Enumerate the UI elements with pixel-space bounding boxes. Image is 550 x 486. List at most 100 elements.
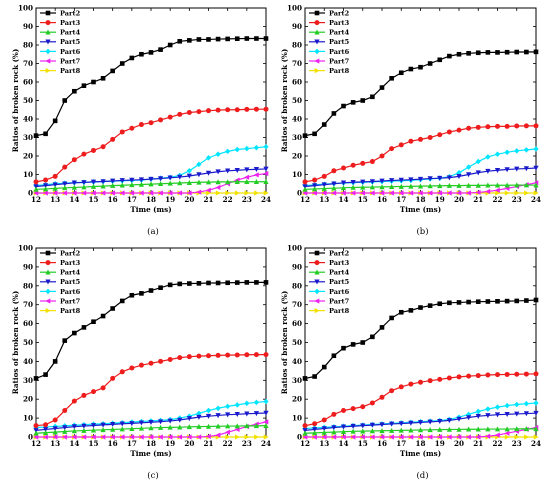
y-tick-label: 10 bbox=[292, 414, 302, 423]
x-tick-label: 13 bbox=[319, 439, 329, 448]
data-point bbox=[72, 88, 77, 94]
x-tick-label: 14 bbox=[338, 195, 348, 204]
y-tick-label: 30 bbox=[292, 376, 302, 385]
legend-marker bbox=[314, 260, 320, 266]
x-tick-label: 23 bbox=[242, 439, 252, 448]
legend-label: Part2 bbox=[60, 249, 80, 257]
data-point bbox=[71, 398, 77, 404]
data-point bbox=[360, 179, 366, 185]
chart-panel-2: 0 10 20 30 40 50 60 70 80 90 100 12 13 14 15 16 17 18 19 20… bbox=[280, 4, 541, 238]
data-point bbox=[494, 167, 501, 173]
data-point bbox=[177, 190, 183, 196]
data-point bbox=[71, 428, 77, 434]
x-tick-label: 24 bbox=[261, 439, 271, 448]
legend-label: Part4 bbox=[60, 29, 81, 37]
data-point bbox=[215, 413, 221, 419]
data-point bbox=[167, 180, 173, 186]
data-point bbox=[52, 359, 58, 364]
legend-label: Part3 bbox=[60, 259, 81, 267]
data-point bbox=[321, 182, 327, 188]
legend-item-part8: Part8 bbox=[309, 67, 350, 75]
data-point bbox=[398, 421, 404, 427]
data-point bbox=[485, 299, 491, 304]
data-point bbox=[514, 426, 520, 432]
data-point bbox=[360, 423, 366, 429]
legend-marker bbox=[45, 10, 51, 16]
y-tick-label: 30 bbox=[23, 376, 33, 385]
data-point bbox=[437, 190, 443, 196]
data-point bbox=[43, 422, 49, 428]
data-point bbox=[225, 190, 231, 196]
data-point bbox=[81, 434, 87, 440]
data-point bbox=[33, 434, 39, 440]
series-part3 bbox=[33, 352, 269, 429]
data-point bbox=[215, 405, 221, 412]
data-point bbox=[119, 178, 125, 184]
data-point bbox=[466, 164, 472, 170]
data-point bbox=[341, 165, 346, 171]
y-tick-label: 0 bbox=[28, 433, 33, 442]
data-point bbox=[321, 429, 327, 435]
data-point bbox=[311, 190, 317, 196]
series-part6 bbox=[302, 400, 539, 432]
y-tick-label: 20 bbox=[23, 152, 33, 161]
x-tick-label: 16 bbox=[108, 195, 118, 204]
data-point bbox=[253, 144, 260, 151]
data-point bbox=[417, 183, 424, 189]
data-point bbox=[331, 429, 337, 435]
data-point bbox=[369, 159, 375, 165]
data-point bbox=[418, 136, 423, 142]
y-tick-label: 70 bbox=[292, 300, 302, 309]
data-point bbox=[100, 434, 106, 440]
x-tick-label: 18 bbox=[146, 439, 156, 448]
data-point bbox=[446, 375, 452, 381]
data-point bbox=[524, 298, 529, 303]
data-point bbox=[263, 410, 269, 416]
data-point bbox=[167, 282, 173, 288]
x-tick-label: 19 bbox=[165, 195, 175, 204]
data-point bbox=[495, 123, 500, 129]
data-point bbox=[225, 280, 230, 286]
data-point bbox=[139, 51, 144, 57]
data-point bbox=[138, 122, 144, 128]
data-point bbox=[341, 103, 346, 109]
legend-item-part5: Part5 bbox=[40, 38, 81, 46]
data-point bbox=[91, 147, 96, 153]
legend-label: Part7 bbox=[60, 57, 81, 65]
data-point bbox=[177, 174, 183, 180]
data-point bbox=[398, 70, 404, 76]
data-point bbox=[119, 129, 125, 135]
data-point bbox=[456, 434, 462, 440]
legend-marker bbox=[314, 68, 320, 74]
x-tick-label: 15 bbox=[88, 195, 98, 204]
data-point bbox=[427, 427, 433, 433]
legend-label: Part6 bbox=[329, 48, 350, 56]
data-point bbox=[244, 411, 250, 417]
data-point bbox=[196, 161, 202, 168]
x-tick-label: 17 bbox=[127, 195, 137, 204]
data-point bbox=[389, 421, 395, 427]
data-point bbox=[138, 420, 145, 426]
x-tick-label: 14 bbox=[69, 195, 79, 204]
y-tick-label: 20 bbox=[292, 152, 302, 161]
data-point bbox=[369, 422, 375, 428]
legend-label: Part6 bbox=[329, 288, 350, 296]
data-point bbox=[52, 182, 58, 188]
x-tick-label: 24 bbox=[531, 439, 541, 448]
series-part2 bbox=[302, 49, 539, 138]
data-point bbox=[446, 426, 452, 432]
data-point bbox=[504, 426, 510, 432]
legend-marker bbox=[45, 308, 51, 314]
data-point bbox=[417, 427, 424, 433]
legend-label: Part5 bbox=[60, 38, 81, 46]
data-point bbox=[263, 143, 269, 150]
data-point bbox=[524, 190, 530, 196]
series-part2 bbox=[302, 297, 539, 381]
legend-label: Part3 bbox=[329, 19, 350, 27]
legend-marker bbox=[314, 250, 320, 256]
x-tick-label: 19 bbox=[435, 195, 445, 204]
data-point bbox=[485, 413, 491, 419]
y-axis-label: Ratios of broken rock (%) bbox=[11, 291, 20, 395]
